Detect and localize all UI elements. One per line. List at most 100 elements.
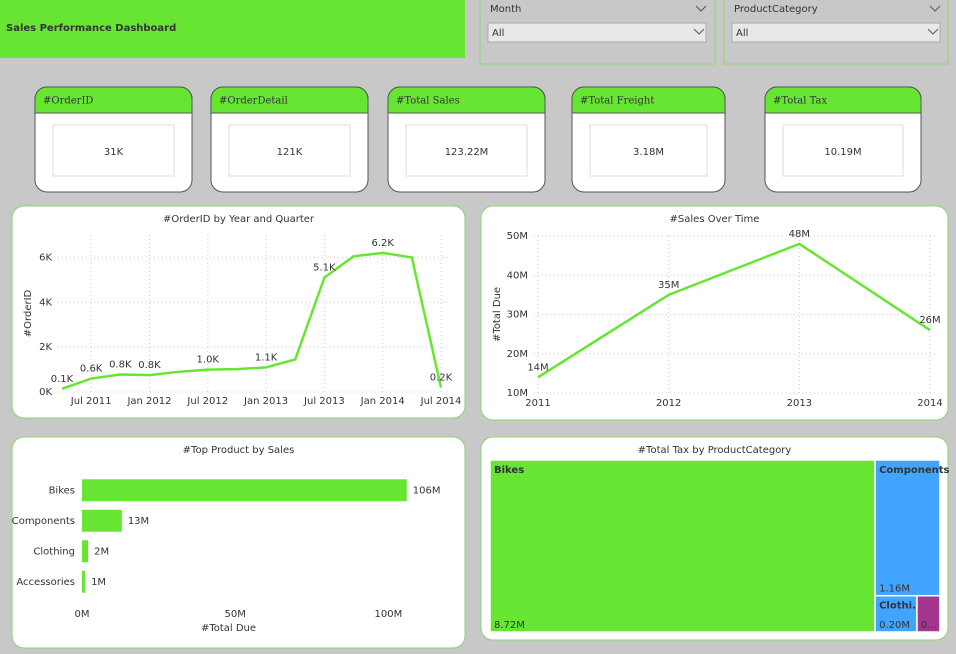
filter-dropdown[interactable] [487, 22, 707, 43]
x-tick-label: Jan 2012 [126, 396, 171, 407]
y-tick-label: 2K [39, 342, 52, 353]
y-tick-label: 10M [507, 388, 528, 399]
chart-title: #Sales Over Time [670, 214, 760, 225]
cell-label: Components [879, 465, 949, 476]
data-label: 13M [128, 516, 149, 527]
y-tick-label: 20M [507, 349, 528, 360]
kpi-label: #OrderDetail [219, 96, 288, 107]
kpi-header [210, 86, 369, 114]
x-tick-label: 2013 [787, 398, 812, 409]
y-tick-label: 30M [507, 310, 528, 321]
kpi-box [589, 124, 708, 177]
y-tick-label: 50M [507, 231, 528, 242]
data-label: 2M [94, 546, 109, 557]
chart-title: #Total Tax by ProductCategory [638, 445, 792, 456]
chevron [927, 28, 939, 35]
line-series [61, 251, 443, 391]
data-label: 1.1K [255, 352, 278, 363]
dashboard-title: Sales Performance Dashboard [6, 23, 176, 34]
kpi-label: #Total Freight [580, 96, 654, 107]
x-tick-label: 2011 [525, 398, 550, 409]
data-label: 1.0K [197, 355, 220, 366]
y-tick-label: 40M [507, 270, 528, 281]
kpi-header [387, 86, 546, 114]
data-label: 1.16M [879, 584, 910, 595]
kpi-box [405, 124, 528, 177]
data-label: 1M [91, 577, 106, 588]
data-label: 35M [658, 280, 679, 291]
filter-value: All [736, 28, 748, 39]
data-label: 0.2K [430, 373, 453, 384]
filter-value: All [492, 28, 504, 39]
kpi-label: #OrderID [43, 96, 93, 107]
kpi-header [571, 86, 726, 114]
x-tick-label: 2012 [656, 398, 681, 409]
data-label: 6.2K [371, 238, 394, 249]
treemap-cell [916, 594, 941, 633]
data-label: 0.1K [51, 374, 74, 385]
line-series [537, 242, 931, 379]
y-tick-label: Components [12, 516, 75, 527]
treemap-cell [489, 459, 876, 633]
kpi-value: 31K [104, 147, 124, 158]
filter-panel [479, 0, 716, 65]
data-label: 106M [413, 485, 441, 496]
y-tick-label: 0K [39, 387, 52, 398]
data-label: 0.8K [138, 360, 161, 371]
y-tick-label: Accessories [16, 577, 75, 588]
data-label: 26M [919, 315, 940, 326]
y-tick-label: 6K [39, 252, 52, 263]
kpi-value: 10.19M [824, 147, 861, 158]
x-tick-label: 100M [375, 609, 403, 620]
data-label: 48M [789, 229, 810, 240]
bar [82, 509, 122, 532]
filter-label: ProductCategory [734, 4, 818, 15]
title-banner [0, 0, 465, 58]
x-tick-label: Jan 2014 [360, 396, 405, 407]
treemap-cell [874, 594, 918, 633]
x-tick-label: Jan 2013 [243, 396, 288, 407]
bar [82, 479, 407, 502]
y-tick-label: Clothing [33, 546, 75, 557]
x-tick-label: Jul 2014 [420, 396, 462, 407]
kpi-value: 3.18M [633, 147, 664, 158]
kpi-box [52, 124, 175, 177]
chart-title: #Top Product by Sales [183, 445, 295, 456]
kpi-box [228, 124, 351, 177]
data-label: 0.8K [109, 360, 132, 371]
data-label: 0.6K [80, 364, 103, 375]
y-axis-label: #OrderID [23, 289, 34, 337]
y-tick-label: 4K [39, 297, 52, 308]
x-tick-label: 2014 [917, 398, 942, 409]
bar [82, 540, 89, 563]
x-tick-label: Jul 2013 [303, 396, 345, 407]
filter-label: Month [490, 4, 521, 15]
data-label: 14M [527, 362, 548, 373]
data-label: 5.1K [313, 263, 336, 274]
x-tick-label: 50M [225, 609, 246, 620]
x-tick-label: Jul 2011 [70, 396, 112, 407]
kpi-box [782, 124, 904, 177]
cell-label: Clothi... [879, 601, 923, 612]
data-label: 8.72M [494, 620, 525, 631]
kpi-header [34, 86, 193, 114]
y-tick-label: Bikes [49, 485, 75, 496]
x-axis-label: #Total Due [201, 623, 256, 634]
data-label: 0... [921, 620, 937, 631]
chart-panel [11, 205, 466, 419]
data-label: 0.20M [879, 620, 910, 631]
chart-title: #OrderID by Year and Quarter [163, 214, 315, 225]
chevron [693, 28, 705, 35]
bar [82, 570, 86, 593]
cell-label: Bikes [494, 465, 524, 476]
chevron [695, 5, 707, 12]
chevron [929, 5, 941, 12]
y-axis-label: #Total Due [492, 287, 503, 342]
kpi-header [764, 86, 922, 114]
filter-dropdown[interactable] [731, 22, 941, 43]
x-tick-label: 0M [75, 609, 90, 620]
treemap-cell [874, 459, 941, 597]
filter-panel [723, 0, 949, 65]
